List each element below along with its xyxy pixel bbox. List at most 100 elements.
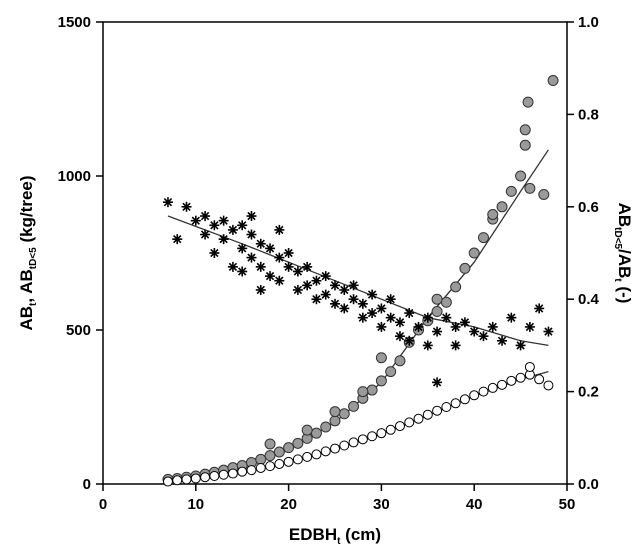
data-point-asterisk (320, 271, 331, 282)
data-point-open (283, 456, 294, 467)
y-left-tick-label: 500 (66, 322, 91, 339)
data-point-asterisk (515, 340, 526, 351)
data-point-open (302, 451, 313, 462)
data-point-asterisk (172, 234, 183, 245)
data-point-open (172, 475, 183, 486)
x-tick-label: 10 (187, 496, 204, 513)
data-point-open (376, 428, 387, 439)
data-point-open (441, 402, 452, 412)
data-point-open (497, 379, 508, 390)
data-point-open (246, 465, 257, 476)
data-point-filled (496, 201, 508, 213)
data-point-asterisk (265, 271, 276, 282)
data-point-open (218, 469, 229, 480)
data-point-filled (366, 384, 378, 396)
y-right-tick-label: 0.4 (578, 291, 600, 308)
data-point-asterisk (283, 261, 294, 272)
data-point-filled (440, 296, 452, 308)
data-point-asterisk (292, 284, 303, 295)
data-point-asterisk (190, 215, 201, 226)
data-point-open (200, 472, 211, 483)
data-point-open (274, 458, 285, 469)
data-point-asterisk (543, 326, 554, 337)
data-point-asterisk (227, 261, 238, 272)
axis-ticks (96, 21, 574, 491)
data-point-asterisk (432, 377, 443, 388)
data-point-asterisk (209, 220, 220, 231)
tick-labels: 0 10 20 30 40 500500100015000.00.20.40.60.81.… (58, 14, 600, 513)
y-left-axis-title: ABt, ABtD<5 (kg/tree) (17, 175, 39, 330)
data-point-open (339, 440, 350, 451)
data-point-open (432, 405, 443, 416)
data-point-asterisk (162, 197, 173, 208)
data-point-open (348, 437, 359, 448)
data-point-asterisk (357, 298, 368, 309)
data-point-open (357, 434, 368, 445)
data-point-asterisk (478, 331, 489, 342)
data-point-asterisk (432, 326, 443, 337)
data-point-open (478, 386, 489, 397)
x-tick-label: 40 (466, 496, 483, 513)
data-point-asterisk (413, 321, 424, 332)
data-point-open (524, 361, 535, 372)
data-point-filled (505, 185, 517, 197)
data-point-asterisk (524, 321, 535, 332)
data-point-filled (519, 139, 531, 151)
data-point-asterisk (311, 275, 322, 286)
data-point-asterisk (246, 252, 257, 263)
data-point-asterisk (237, 243, 248, 254)
data-point-asterisk (394, 331, 405, 342)
data-point-filled (310, 427, 322, 439)
data-point-filled (329, 406, 341, 418)
data-point-filled (487, 209, 499, 220)
data-point-asterisk (237, 266, 248, 277)
data-point-filled (538, 188, 550, 200)
data-point-filled (431, 306, 443, 318)
y-left-tick-label: 1500 (58, 14, 91, 31)
data-point-open (413, 413, 424, 424)
data-point-open (311, 449, 322, 460)
data-point-asterisk (367, 289, 378, 300)
data-point-filled (394, 355, 406, 367)
data-point-asterisk (385, 312, 396, 323)
data-point-open (255, 462, 266, 473)
data-point-filled (431, 293, 443, 305)
y-right-tick-label: 1.0 (578, 14, 599, 31)
data-point-asterisk (274, 224, 285, 235)
data-point-asterisk (441, 312, 452, 323)
data-point-asterisk (469, 326, 480, 337)
data-point-asterisk (255, 238, 266, 249)
data-point-asterisk (497, 335, 508, 346)
data-point-asterisk (209, 248, 220, 258)
data-point-asterisk (385, 294, 396, 305)
fit-line (167, 215, 549, 347)
data-point-asterisk (255, 284, 266, 295)
y-right-tick-label: 0.8 (578, 106, 599, 123)
data-point-open (209, 470, 220, 481)
x-tick-label: 20 (280, 496, 297, 513)
y-left-tick-label: 0 (83, 476, 91, 493)
data-point-asterisk (274, 275, 285, 286)
plot-frame (102, 21, 568, 485)
data-point-open (330, 443, 340, 454)
data-point-asterisk (376, 303, 387, 314)
data-point-asterisk (450, 340, 461, 351)
data-point-filled (477, 232, 489, 244)
data-point-filled (283, 442, 295, 454)
data-point-filled (450, 281, 462, 293)
data-point-filled (522, 96, 534, 108)
y-left-tick-label: 1000 (58, 168, 91, 185)
data-point-asterisk (330, 280, 340, 291)
data-point-asterisk (181, 201, 192, 212)
data-point-open (367, 431, 378, 442)
x-tick-label: 50 (559, 496, 576, 513)
data-point-open (487, 382, 498, 393)
data-point-filled (292, 437, 304, 449)
data-point-asterisk (274, 252, 285, 263)
data-point-filled (519, 124, 531, 136)
data-point-filled (320, 421, 332, 433)
data-point-asterisk (237, 220, 248, 231)
data-points (162, 75, 559, 487)
